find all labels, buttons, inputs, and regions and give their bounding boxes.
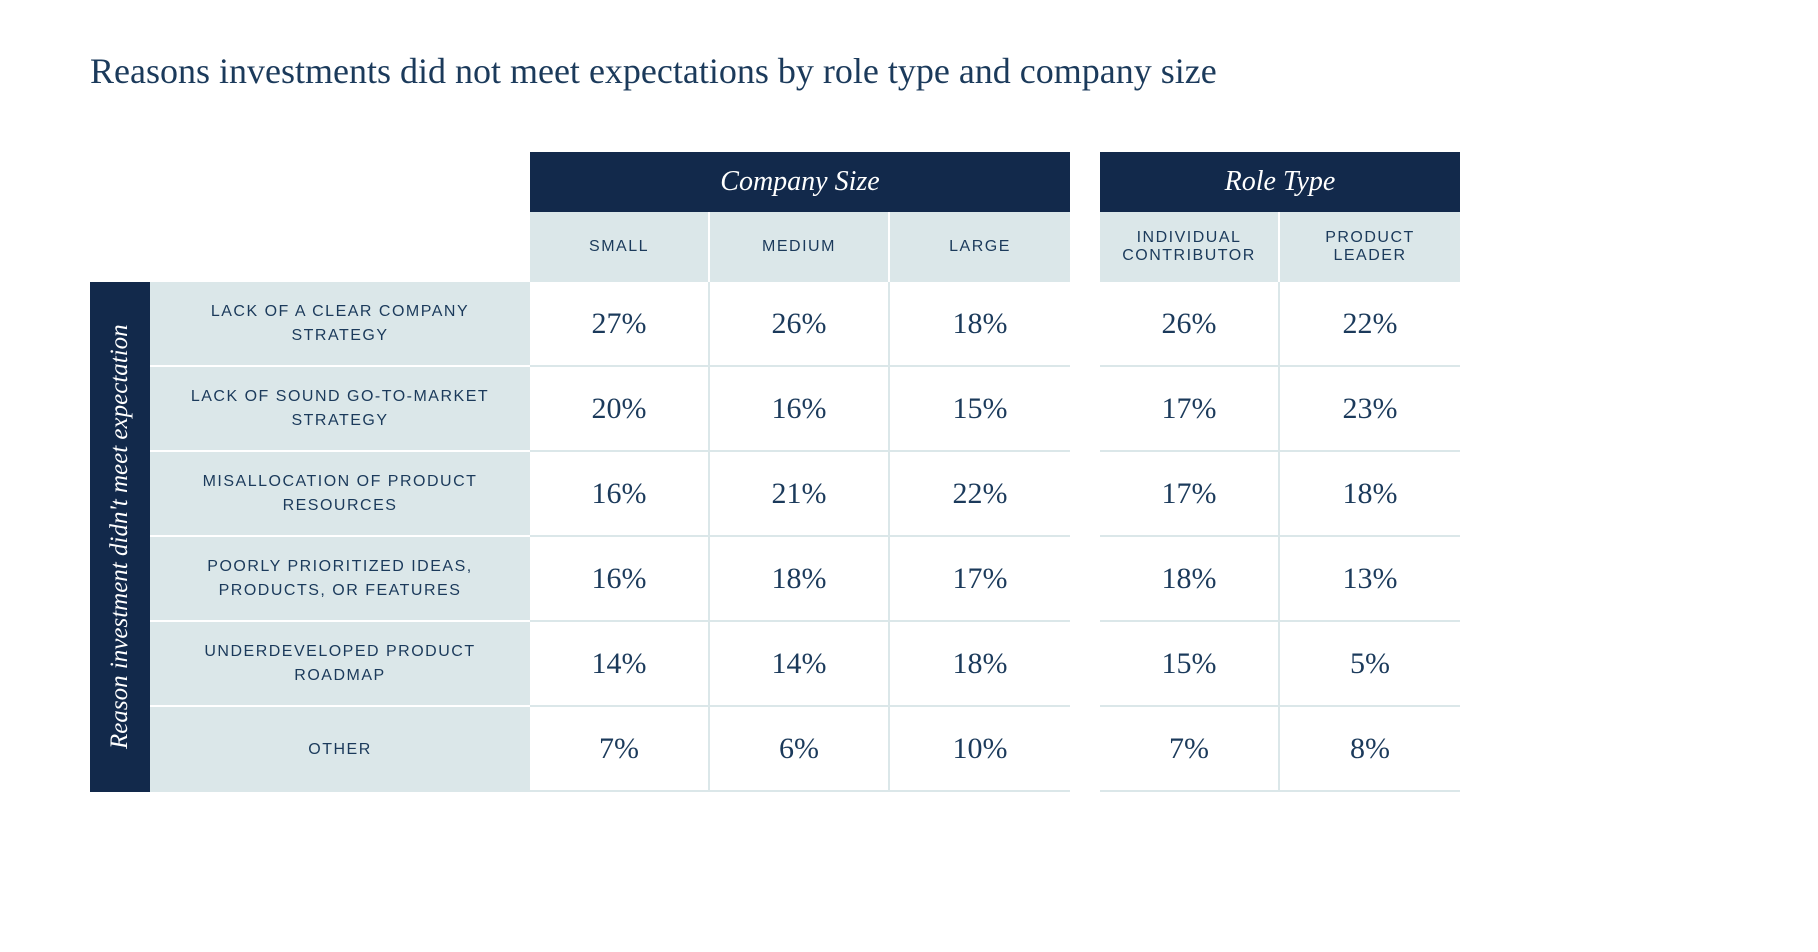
- table-cell: 16%: [530, 452, 710, 537]
- gap: [1070, 152, 1100, 212]
- table-cell: 5%: [1280, 622, 1460, 707]
- table-cell: 20%: [530, 367, 710, 452]
- table-cell: 17%: [890, 537, 1070, 622]
- table-cell: 10%: [890, 707, 1070, 792]
- table-cell: 14%: [530, 622, 710, 707]
- col-header-small: SMALL: [530, 212, 710, 282]
- table-cell: 18%: [1100, 537, 1280, 622]
- row-label: LACK OF SOUND GO-TO-MARKET STRATEGY: [150, 367, 530, 452]
- table-cell: 14%: [710, 622, 890, 707]
- table-cell: 26%: [710, 282, 890, 367]
- table-cell: 8%: [1280, 707, 1460, 792]
- table-cell: 15%: [1100, 622, 1280, 707]
- table-cell: 6%: [710, 707, 890, 792]
- row-label: POORLY PRIORITIZED IDEAS, PRODUCTS, OR F…: [150, 537, 530, 622]
- page-title: Reasons investments did not meet expecta…: [90, 50, 1728, 92]
- table-cell: 22%: [1280, 282, 1460, 367]
- table-cell: 15%: [890, 367, 1070, 452]
- blank: [150, 212, 530, 282]
- col-header-large: LARGE: [890, 212, 1070, 282]
- table-cell: 18%: [890, 282, 1070, 367]
- gap: [1070, 282, 1100, 367]
- table-cell: 21%: [710, 452, 890, 537]
- table-cell: 16%: [530, 537, 710, 622]
- table-cell: 17%: [1100, 367, 1280, 452]
- table-cell: 22%: [890, 452, 1070, 537]
- gap: [1070, 622, 1100, 707]
- table-cell: 16%: [710, 367, 890, 452]
- table-cell: 17%: [1100, 452, 1280, 537]
- table-cell: 23%: [1280, 367, 1460, 452]
- group-header-role-type: Role Type: [1100, 152, 1460, 212]
- gap: [1070, 707, 1100, 792]
- table-cell: 7%: [530, 707, 710, 792]
- table-cell: 26%: [1100, 282, 1280, 367]
- gap: [1070, 452, 1100, 537]
- table-cell: 18%: [890, 622, 1070, 707]
- gap: [1070, 537, 1100, 622]
- col-header-medium: MEDIUM: [710, 212, 890, 282]
- row-label: UNDERDEVELOPED PRODUCT ROADMAP: [150, 622, 530, 707]
- data-table: Company Size Role Type SMALL MEDIUM LARG…: [90, 152, 1728, 792]
- table-cell: 13%: [1280, 537, 1460, 622]
- vertical-axis-label: Reason investment didn't meet expectatio…: [90, 282, 150, 792]
- table-cell: 18%: [1280, 452, 1460, 537]
- row-label: MISALLOCATION OF PRODUCT RESOURCES: [150, 452, 530, 537]
- group-header-company-size: Company Size: [530, 152, 1070, 212]
- table-cell: 7%: [1100, 707, 1280, 792]
- blank: [90, 152, 150, 212]
- table-cell: 27%: [530, 282, 710, 367]
- table-cell: 18%: [710, 537, 890, 622]
- blank: [150, 152, 530, 212]
- col-header-individual-contributor: INDIVIDUAL CONTRIBUTOR: [1100, 212, 1280, 282]
- gap: [1070, 367, 1100, 452]
- row-label: LACK OF A CLEAR COMPANY STRATEGY: [150, 282, 530, 367]
- gap: [1070, 212, 1100, 282]
- blank: [90, 212, 150, 282]
- row-label: OTHER: [150, 707, 530, 792]
- col-header-product-leader: PRODUCT LEADER: [1280, 212, 1460, 282]
